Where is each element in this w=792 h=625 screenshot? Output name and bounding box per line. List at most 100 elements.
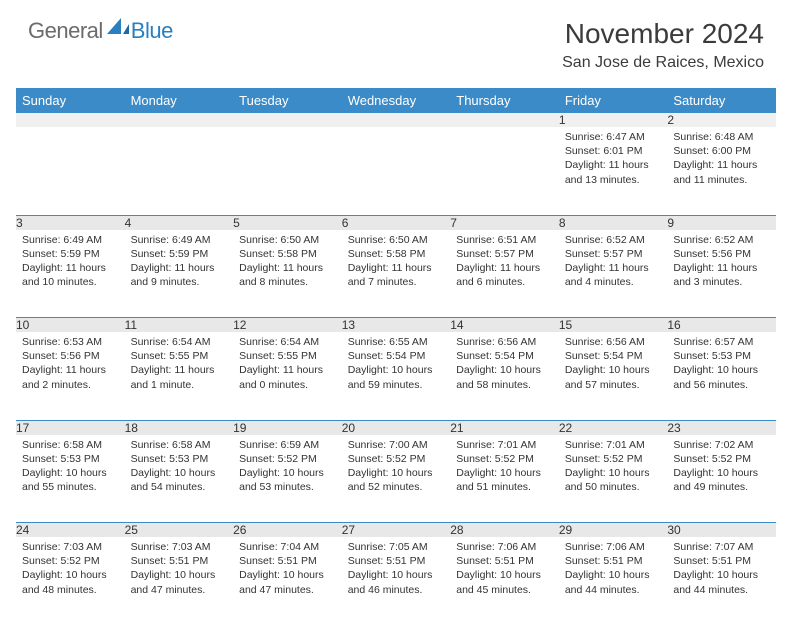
- day-number-cell: 22: [559, 420, 668, 435]
- daylight-line: Daylight: 10 hours and 54 minutes.: [131, 466, 228, 494]
- weekday-header: Sunday: [16, 88, 125, 113]
- day-cell: Sunrise: 6:49 AMSunset: 5:59 PMDaylight:…: [16, 230, 125, 318]
- daylight-line: Daylight: 10 hours and 45 minutes.: [456, 568, 553, 596]
- weekday-header: Tuesday: [233, 88, 342, 113]
- day-cell: Sunrise: 7:01 AMSunset: 5:52 PMDaylight:…: [450, 435, 559, 523]
- daylight-line: Daylight: 11 hours and 2 minutes.: [22, 363, 119, 391]
- sunset-line: Sunset: 5:56 PM: [22, 349, 119, 363]
- day-number-cell: 4: [125, 215, 234, 230]
- day-cell: Sunrise: 7:02 AMSunset: 5:52 PMDaylight:…: [667, 435, 776, 523]
- logo: General Blue: [28, 18, 173, 44]
- daylight-line: Daylight: 10 hours and 56 minutes.: [673, 363, 770, 391]
- sunrise-line: Sunrise: 6:52 AM: [565, 233, 662, 247]
- calendar-table: Sunday Monday Tuesday Wednesday Thursday…: [16, 88, 776, 625]
- sunrise-line: Sunrise: 6:56 AM: [565, 335, 662, 349]
- day-number-cell: 10: [16, 318, 125, 333]
- sunset-line: Sunset: 5:54 PM: [456, 349, 553, 363]
- sunset-line: Sunset: 5:54 PM: [348, 349, 445, 363]
- sunrise-line: Sunrise: 6:57 AM: [673, 335, 770, 349]
- day-cell: [450, 127, 559, 215]
- day-cell: Sunrise: 6:59 AMSunset: 5:52 PMDaylight:…: [233, 435, 342, 523]
- sunset-line: Sunset: 5:56 PM: [673, 247, 770, 261]
- sunset-line: Sunset: 6:01 PM: [565, 144, 662, 158]
- daylight-line: Daylight: 11 hours and 8 minutes.: [239, 261, 336, 289]
- day-details: Sunrise: 6:50 AMSunset: 5:58 PMDaylight:…: [233, 230, 342, 296]
- sunrise-line: Sunrise: 7:01 AM: [456, 438, 553, 452]
- sunrise-line: Sunrise: 6:51 AM: [456, 233, 553, 247]
- weekday-header: Monday: [125, 88, 234, 113]
- day-number-row: 10111213141516: [16, 318, 776, 333]
- sunrise-line: Sunrise: 6:47 AM: [565, 130, 662, 144]
- day-number-cell: 7: [450, 215, 559, 230]
- day-number-cell: 28: [450, 523, 559, 538]
- day-details: Sunrise: 6:55 AMSunset: 5:54 PMDaylight:…: [342, 332, 451, 398]
- daylight-line: Daylight: 10 hours and 58 minutes.: [456, 363, 553, 391]
- day-cell: Sunrise: 6:50 AMSunset: 5:58 PMDaylight:…: [233, 230, 342, 318]
- sunset-line: Sunset: 5:59 PM: [22, 247, 119, 261]
- sunset-line: Sunset: 5:52 PM: [565, 452, 662, 466]
- day-number-cell: 24: [16, 523, 125, 538]
- day-number-cell: 14: [450, 318, 559, 333]
- day-number-cell: 11: [125, 318, 234, 333]
- day-details: Sunrise: 6:56 AMSunset: 5:54 PMDaylight:…: [450, 332, 559, 398]
- sunrise-line: Sunrise: 7:06 AM: [565, 540, 662, 554]
- sunset-line: Sunset: 5:59 PM: [131, 247, 228, 261]
- daylight-line: Daylight: 10 hours and 53 minutes.: [239, 466, 336, 494]
- sunset-line: Sunset: 5:52 PM: [456, 452, 553, 466]
- weekday-header-row: Sunday Monday Tuesday Wednesday Thursday…: [16, 88, 776, 113]
- day-content-row: Sunrise: 6:53 AMSunset: 5:56 PMDaylight:…: [16, 332, 776, 420]
- day-number-cell: [233, 113, 342, 127]
- day-number-cell: 19: [233, 420, 342, 435]
- day-cell: [342, 127, 451, 215]
- daylight-line: Daylight: 11 hours and 7 minutes.: [348, 261, 445, 289]
- daylight-line: Daylight: 10 hours and 52 minutes.: [348, 466, 445, 494]
- day-details: Sunrise: 6:52 AMSunset: 5:56 PMDaylight:…: [667, 230, 776, 296]
- sunset-line: Sunset: 5:51 PM: [131, 554, 228, 568]
- daylight-line: Daylight: 11 hours and 9 minutes.: [131, 261, 228, 289]
- weekday-header: Friday: [559, 88, 668, 113]
- day-cell: Sunrise: 6:49 AMSunset: 5:59 PMDaylight:…: [125, 230, 234, 318]
- day-cell: Sunrise: 6:52 AMSunset: 5:56 PMDaylight:…: [667, 230, 776, 318]
- sunset-line: Sunset: 5:57 PM: [456, 247, 553, 261]
- logo-text-general: General: [28, 18, 103, 44]
- day-number-cell: 6: [342, 215, 451, 230]
- day-cell: Sunrise: 6:56 AMSunset: 5:54 PMDaylight:…: [450, 332, 559, 420]
- daylight-line: Daylight: 10 hours and 48 minutes.: [22, 568, 119, 596]
- daylight-line: Daylight: 10 hours and 59 minutes.: [348, 363, 445, 391]
- sunset-line: Sunset: 5:52 PM: [22, 554, 119, 568]
- sunrise-line: Sunrise: 7:01 AM: [565, 438, 662, 452]
- daylight-line: Daylight: 11 hours and 11 minutes.: [673, 158, 770, 186]
- sunset-line: Sunset: 5:52 PM: [239, 452, 336, 466]
- sunrise-line: Sunrise: 7:03 AM: [22, 540, 119, 554]
- day-details: Sunrise: 6:54 AMSunset: 5:55 PMDaylight:…: [125, 332, 234, 398]
- sunrise-line: Sunrise: 6:53 AM: [22, 335, 119, 349]
- day-details: Sunrise: 7:03 AMSunset: 5:51 PMDaylight:…: [125, 537, 234, 603]
- daylight-line: Daylight: 11 hours and 3 minutes.: [673, 261, 770, 289]
- daylight-line: Daylight: 10 hours and 47 minutes.: [131, 568, 228, 596]
- day-number-cell: 26: [233, 523, 342, 538]
- day-details: Sunrise: 6:58 AMSunset: 5:53 PMDaylight:…: [125, 435, 234, 501]
- day-number-cell: 8: [559, 215, 668, 230]
- day-cell: Sunrise: 6:57 AMSunset: 5:53 PMDaylight:…: [667, 332, 776, 420]
- weekday-header: Wednesday: [342, 88, 451, 113]
- day-details: Sunrise: 7:07 AMSunset: 5:51 PMDaylight:…: [667, 537, 776, 603]
- sunset-line: Sunset: 5:55 PM: [239, 349, 336, 363]
- day-cell: Sunrise: 6:58 AMSunset: 5:53 PMDaylight:…: [16, 435, 125, 523]
- day-number-cell: 21: [450, 420, 559, 435]
- sunrise-line: Sunrise: 6:54 AM: [239, 335, 336, 349]
- day-details: Sunrise: 6:59 AMSunset: 5:52 PMDaylight:…: [233, 435, 342, 501]
- sunset-line: Sunset: 5:51 PM: [348, 554, 445, 568]
- daylight-line: Daylight: 11 hours and 1 minute.: [131, 363, 228, 391]
- sunrise-line: Sunrise: 7:03 AM: [131, 540, 228, 554]
- day-details: Sunrise: 6:53 AMSunset: 5:56 PMDaylight:…: [16, 332, 125, 398]
- sunrise-line: Sunrise: 7:02 AM: [673, 438, 770, 452]
- day-details: Sunrise: 6:48 AMSunset: 6:00 PMDaylight:…: [667, 127, 776, 193]
- day-number-cell: [342, 113, 451, 127]
- daylight-line: Daylight: 10 hours and 44 minutes.: [673, 568, 770, 596]
- day-details: Sunrise: 6:49 AMSunset: 5:59 PMDaylight:…: [16, 230, 125, 296]
- daylight-line: Daylight: 11 hours and 6 minutes.: [456, 261, 553, 289]
- sunset-line: Sunset: 5:52 PM: [673, 452, 770, 466]
- weekday-header: Saturday: [667, 88, 776, 113]
- day-cell: Sunrise: 6:53 AMSunset: 5:56 PMDaylight:…: [16, 332, 125, 420]
- day-number-cell: 17: [16, 420, 125, 435]
